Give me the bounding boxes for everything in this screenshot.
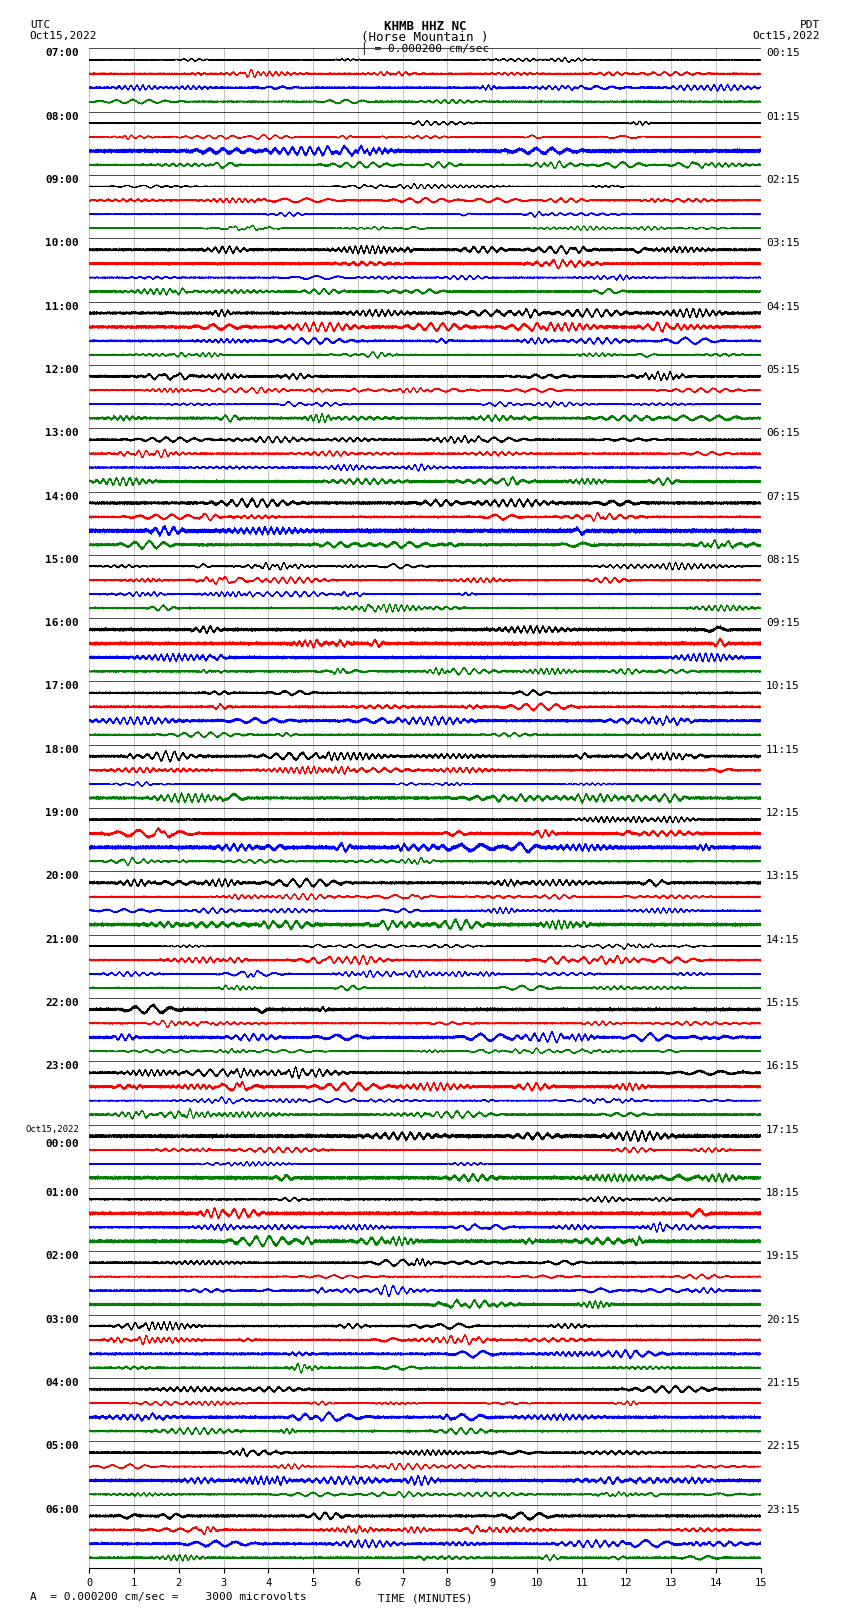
Text: 21:15: 21:15: [766, 1378, 800, 1387]
Text: 16:15: 16:15: [766, 1061, 800, 1071]
Text: 07:00: 07:00: [45, 48, 79, 58]
Text: │ = 0.000200 cm/sec: │ = 0.000200 cm/sec: [361, 42, 489, 55]
Text: 23:00: 23:00: [45, 1061, 79, 1071]
Text: KHMB HHZ NC: KHMB HHZ NC: [383, 19, 467, 34]
Text: 10:00: 10:00: [45, 239, 79, 248]
Text: (Horse Mountain ): (Horse Mountain ): [361, 31, 489, 44]
Text: 18:00: 18:00: [45, 745, 79, 755]
Text: 05:15: 05:15: [766, 365, 800, 374]
Text: 05:00: 05:00: [45, 1442, 79, 1452]
Text: 01:00: 01:00: [45, 1187, 79, 1198]
Text: Oct15,2022: Oct15,2022: [26, 1126, 79, 1134]
Text: 21:00: 21:00: [45, 936, 79, 945]
Text: 07:15: 07:15: [766, 492, 800, 502]
Text: 03:00: 03:00: [45, 1315, 79, 1324]
Text: 06:15: 06:15: [766, 429, 800, 439]
Text: 08:15: 08:15: [766, 555, 800, 565]
Text: Oct15,2022: Oct15,2022: [753, 31, 820, 40]
Text: 20:15: 20:15: [766, 1315, 800, 1324]
Text: 09:15: 09:15: [766, 618, 800, 627]
Text: 02:00: 02:00: [45, 1252, 79, 1261]
Text: 17:00: 17:00: [45, 682, 79, 692]
Text: 19:15: 19:15: [766, 1252, 800, 1261]
Text: 01:15: 01:15: [766, 111, 800, 121]
Text: 23:15: 23:15: [766, 1505, 800, 1515]
Text: 09:00: 09:00: [45, 176, 79, 185]
Text: 06:00: 06:00: [45, 1505, 79, 1515]
Text: 10:15: 10:15: [766, 682, 800, 692]
Text: 13:00: 13:00: [45, 429, 79, 439]
Text: 15:00: 15:00: [45, 555, 79, 565]
Text: 00:00: 00:00: [45, 1139, 79, 1148]
Text: 16:00: 16:00: [45, 618, 79, 627]
X-axis label: TIME (MINUTES): TIME (MINUTES): [377, 1594, 473, 1603]
Text: 17:15: 17:15: [766, 1124, 800, 1134]
Text: Oct15,2022: Oct15,2022: [30, 31, 97, 40]
Text: 03:15: 03:15: [766, 239, 800, 248]
Text: 12:00: 12:00: [45, 365, 79, 374]
Text: UTC: UTC: [30, 19, 50, 31]
Text: PDT: PDT: [800, 19, 820, 31]
Text: 08:00: 08:00: [45, 111, 79, 121]
Text: 22:15: 22:15: [766, 1442, 800, 1452]
Text: 13:15: 13:15: [766, 871, 800, 881]
Text: 04:00: 04:00: [45, 1378, 79, 1387]
Text: A  = 0.000200 cm/sec =    3000 microvolts: A = 0.000200 cm/sec = 3000 microvolts: [30, 1592, 307, 1602]
Text: 12:15: 12:15: [766, 808, 800, 818]
Text: 02:15: 02:15: [766, 176, 800, 185]
Text: 00:15: 00:15: [766, 48, 800, 58]
Text: 14:00: 14:00: [45, 492, 79, 502]
Text: 20:00: 20:00: [45, 871, 79, 881]
Text: 15:15: 15:15: [766, 998, 800, 1008]
Text: 14:15: 14:15: [766, 936, 800, 945]
Text: 22:00: 22:00: [45, 998, 79, 1008]
Text: 11:15: 11:15: [766, 745, 800, 755]
Text: 04:15: 04:15: [766, 302, 800, 311]
Text: 19:00: 19:00: [45, 808, 79, 818]
Text: 11:00: 11:00: [45, 302, 79, 311]
Text: 18:15: 18:15: [766, 1187, 800, 1198]
